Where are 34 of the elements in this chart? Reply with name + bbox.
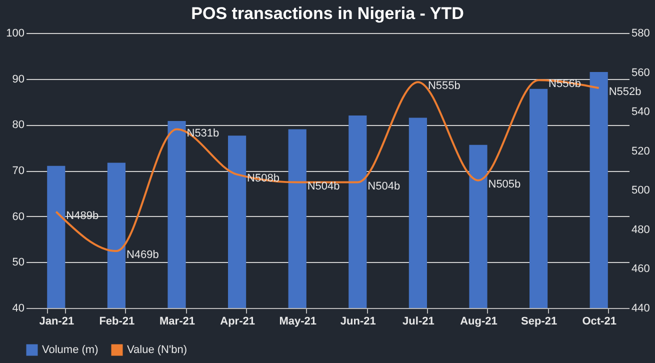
chart-title: POS transactions in Nigeria - YTD [191,4,464,23]
x-tick-label: Apr-21 [220,316,255,328]
y2-tick-label: 440 [632,302,650,314]
y-tick-label: 50 [12,256,24,269]
data-label: N504b [368,180,400,192]
data-label: N469b [126,249,159,262]
x-tick-label: Jun-21 [340,316,376,328]
x-tick-label: Aug-21 [460,316,498,328]
x-tick-label: Sep-21 [521,316,558,328]
y2-tick-label: 540 [632,106,650,118]
x-tick-label: Oct-21 [582,316,616,328]
data-label: N504b [307,180,340,192]
y-tick-label: 80 [12,119,24,132]
y2-tick-label: 580 [632,28,650,40]
data-label: N552b [608,86,642,98]
y-tick-label: 70 [12,165,24,177]
y2-tick-label: 560 [632,66,650,79]
y2-tick-label: 480 [632,224,650,236]
x-tick-label: Feb-21 [99,316,135,328]
y-tick-label: 90 [12,73,24,86]
legend-label: Value (N'bn) [127,344,187,356]
x-tick-label: May-21 [279,316,316,328]
y-tick-label: 40 [12,302,24,314]
x-tick-label: Jul-21 [402,316,434,328]
data-label: N505b [488,178,521,190]
y2-tick-label: 520 [632,145,650,158]
y-tick-label: 60 [12,210,24,223]
legend-label: Volume (m) [42,344,98,356]
x-tick-label: Jan-21 [39,316,74,328]
y2-tick-label: 500 [632,184,650,197]
y2-tick-label: 460 [632,263,650,276]
data-label: N555b [428,80,460,92]
x-tick-label: Mar-21 [160,316,195,328]
y-tick-label: 100 [6,28,24,40]
